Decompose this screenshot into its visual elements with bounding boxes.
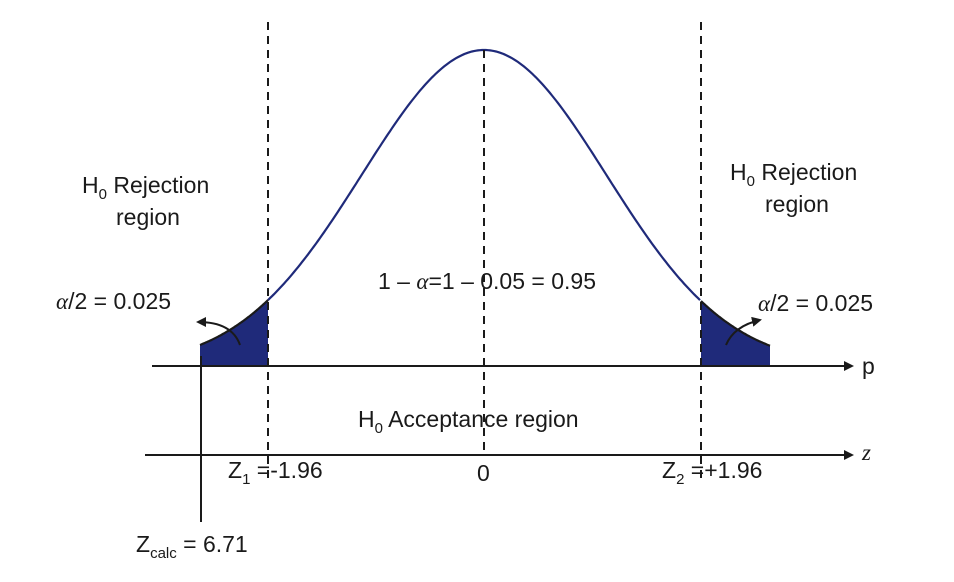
p-axis-label: p bbox=[862, 353, 875, 379]
left-rejection-label: H0 Rejection bbox=[82, 172, 209, 203]
z-axis-label: z bbox=[861, 440, 871, 465]
left-tail-edge bbox=[199, 299, 269, 347]
zcalc-label: Zcalc = 6.71 bbox=[136, 531, 248, 562]
right-rejection-label: H0 Rejection bbox=[730, 159, 857, 190]
left-alpha-label: α/2 = 0.025 bbox=[56, 288, 171, 314]
left-rejection-label-line2: region bbox=[116, 204, 180, 230]
right-alpha-label: α/2 = 0.025 bbox=[758, 290, 873, 316]
z1-label: Z1 =-1.96 bbox=[228, 457, 323, 488]
right-tail-edge bbox=[700, 300, 771, 347]
acceptance-region-label: H0 Acceptance region bbox=[358, 406, 579, 437]
right-rejection-label-line2: region bbox=[765, 191, 829, 217]
left-alpha-arrow bbox=[196, 317, 241, 346]
confidence-equation: 1 – α=1 – 0.05 = 0.95 bbox=[378, 268, 596, 294]
z2-label: Z2 =+1.96 bbox=[662, 457, 762, 488]
right-alpha-arrow bbox=[725, 316, 762, 346]
zero-label: 0 bbox=[477, 460, 490, 486]
